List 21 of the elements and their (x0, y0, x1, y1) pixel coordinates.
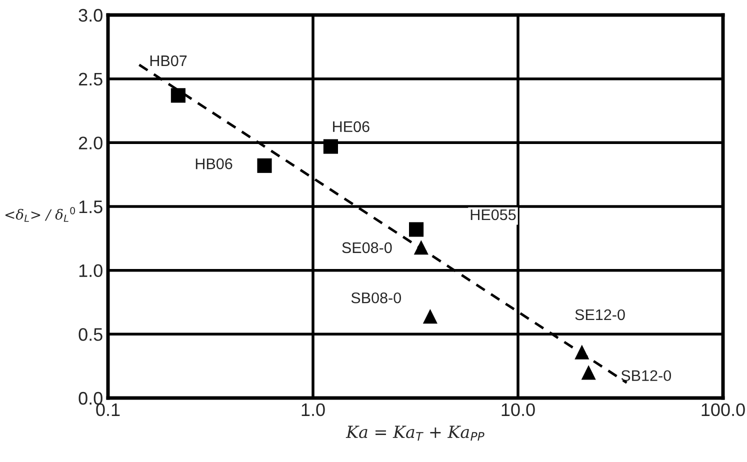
x-tick-label: 0.1 (96, 403, 120, 416)
annotation: SB08-0 (351, 292, 402, 304)
y-tick-label: 1.0 (79, 264, 102, 278)
annotation: SE08-0 (342, 242, 392, 254)
x-tick-label: 10.0 (502, 403, 535, 416)
annotation: SB12-0 (621, 370, 672, 382)
x-axis-title: Ka = Ka$_{T}$ + Ka$_{PP}$ (346, 426, 484, 441)
annotation: HB06 (196, 158, 232, 170)
y-tick-label: 1.5 (79, 200, 102, 214)
annotation: HB07 (150, 55, 187, 66)
x-tick-label: 1.0 (302, 403, 325, 416)
annotation: SE12-0 (575, 309, 625, 320)
y-tick-label: 3.0 (78, 8, 102, 22)
annotation: HE055 (470, 209, 516, 220)
x-tick-label: 100.0 (702, 403, 745, 416)
annotation: HE06 (333, 121, 370, 132)
y-tick-label: 2.5 (78, 72, 102, 86)
y-tick-label: 2.0 (78, 136, 102, 150)
y-tick-label: 0.5 (78, 328, 102, 341)
y-axis-title: <δ$_{L}$> / δ$_{L}$$^{0}$ (5, 206, 76, 222)
y-tick-label: 0.0 (78, 392, 102, 405)
